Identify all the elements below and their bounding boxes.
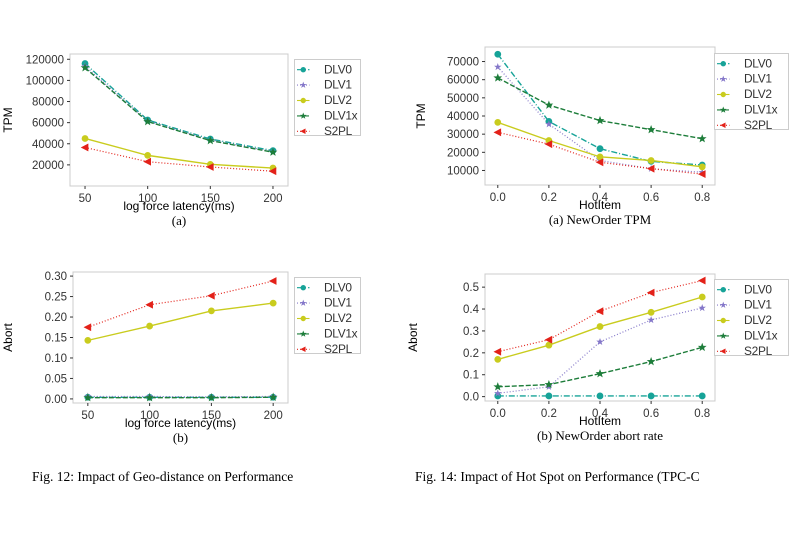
svg-text:60000: 60000 <box>447 75 479 87</box>
svg-text:0.10: 0.10 <box>45 353 67 365</box>
svg-text:120000: 120000 <box>26 54 64 66</box>
svg-text:0.0: 0.0 <box>490 408 506 420</box>
svg-text:200: 200 <box>264 410 283 422</box>
svg-text:S2PL: S2PL <box>744 344 773 356</box>
svg-text:0.8: 0.8 <box>694 408 710 420</box>
svg-text:0.1: 0.1 <box>463 370 479 382</box>
svg-text:10000: 10000 <box>447 165 479 177</box>
svg-text:Abort: Abort <box>406 322 420 351</box>
svg-text:(b) NewOrder abort rate: (b) NewOrder abort rate <box>537 428 663 443</box>
svg-text:DLV1: DLV1 <box>744 72 772 86</box>
svg-text:DLV1: DLV1 <box>744 298 772 312</box>
svg-text:TPM: TPM <box>414 103 428 128</box>
svg-text:HotItem: HotItem <box>579 198 621 212</box>
svg-text:0.2: 0.2 <box>541 192 557 204</box>
svg-text:DLV1: DLV1 <box>324 296 352 310</box>
svg-text:50000: 50000 <box>447 93 479 105</box>
svg-text:80000: 80000 <box>32 97 64 109</box>
svg-text:S2PL: S2PL <box>324 342 353 354</box>
svg-text:0.0: 0.0 <box>463 392 479 404</box>
svg-text:0.5: 0.5 <box>463 282 479 294</box>
svg-text:DLV0: DLV0 <box>744 282 772 296</box>
svg-text:0.6: 0.6 <box>643 192 659 204</box>
svg-text:S2PL: S2PL <box>744 118 773 130</box>
svg-text:(a): (a) <box>172 213 186 228</box>
svg-text:20000: 20000 <box>32 160 64 172</box>
svg-text:60000: 60000 <box>32 118 64 130</box>
svg-text:HotItem: HotItem <box>579 414 621 428</box>
svg-text:0.30: 0.30 <box>45 271 67 283</box>
svg-text:DLV0: DLV0 <box>324 280 352 294</box>
svg-text:30000: 30000 <box>447 129 479 141</box>
svg-text:20000: 20000 <box>447 147 479 159</box>
svg-text:DLV2: DLV2 <box>324 311 352 325</box>
svg-text:DLV1x: DLV1x <box>744 329 778 343</box>
svg-text:40000: 40000 <box>447 111 479 123</box>
svg-text:100000: 100000 <box>26 75 64 87</box>
svg-text:40000: 40000 <box>32 139 64 151</box>
svg-text:0.25: 0.25 <box>45 292 67 304</box>
svg-text:S2PL: S2PL <box>324 124 353 136</box>
svg-text:0.3: 0.3 <box>463 326 479 338</box>
svg-text:DLV1: DLV1 <box>324 78 352 92</box>
svg-text:DLV2: DLV2 <box>324 93 352 107</box>
svg-text:DLV0: DLV0 <box>744 56 772 70</box>
svg-text:50: 50 <box>81 410 94 422</box>
svg-text:DLV2: DLV2 <box>744 87 772 101</box>
svg-text:DLV1x: DLV1x <box>324 109 358 123</box>
svg-text:Abort: Abort <box>1 322 15 351</box>
svg-text:(b): (b) <box>173 430 188 445</box>
svg-text:(a) NewOrder TPM: (a) NewOrder TPM <box>549 212 652 227</box>
svg-text:DLV1x: DLV1x <box>744 103 778 117</box>
svg-text:0.15: 0.15 <box>45 333 67 345</box>
svg-text:0.0: 0.0 <box>490 192 506 204</box>
svg-text:0.4: 0.4 <box>463 304 480 316</box>
svg-text:0.8: 0.8 <box>694 192 710 204</box>
svg-text:0.20: 0.20 <box>45 312 67 324</box>
svg-text:DLV2: DLV2 <box>744 313 772 327</box>
svg-text:0.2: 0.2 <box>541 408 557 420</box>
svg-text:log force latency(ms): log force latency(ms) <box>123 199 234 213</box>
svg-text:0.2: 0.2 <box>463 348 479 360</box>
svg-text:50: 50 <box>79 193 92 205</box>
svg-text:0.00: 0.00 <box>45 394 67 406</box>
svg-text:200: 200 <box>263 193 282 205</box>
svg-text:DLV1x: DLV1x <box>324 327 358 341</box>
svg-text:TPM: TPM <box>1 107 15 132</box>
svg-text:log force latency(ms): log force latency(ms) <box>125 416 236 430</box>
svg-text:0.05: 0.05 <box>45 373 67 385</box>
svg-text:0.6: 0.6 <box>643 408 659 420</box>
svg-text:DLV0: DLV0 <box>324 62 352 76</box>
svg-text:70000: 70000 <box>447 57 479 69</box>
